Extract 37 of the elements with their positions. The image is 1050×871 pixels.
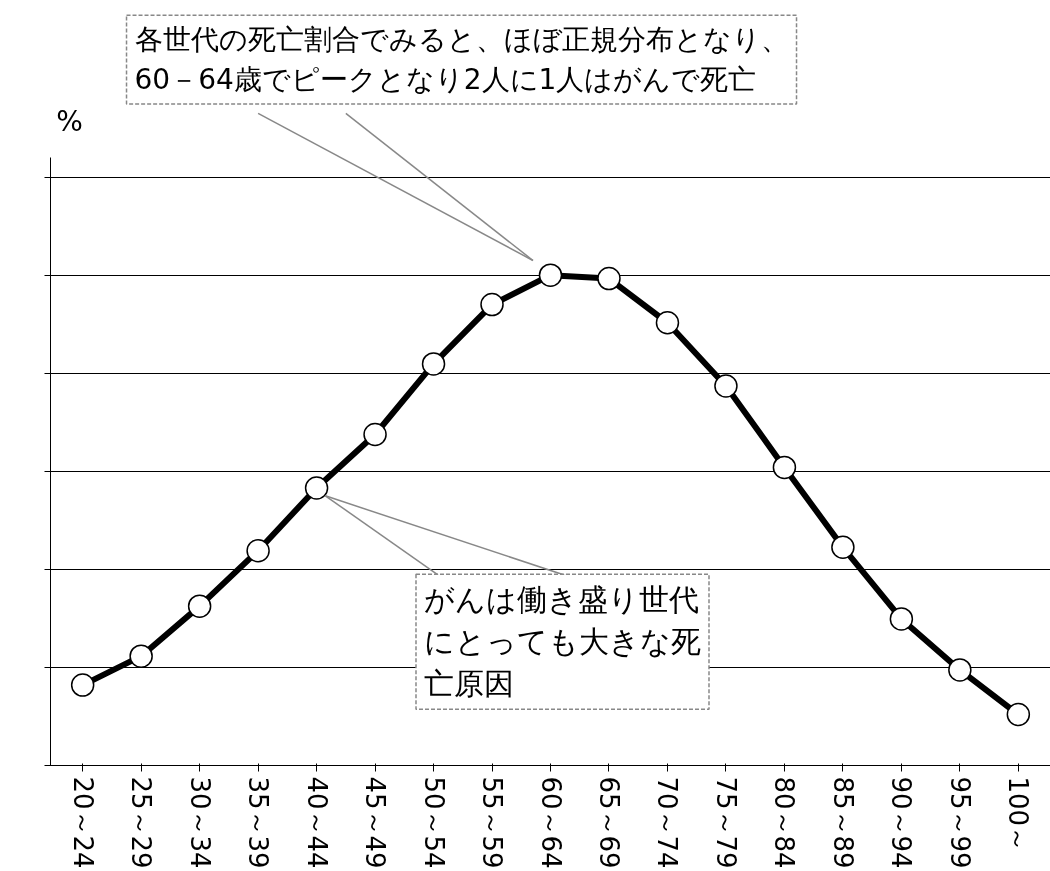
x-tick-label: 85～89 (827, 776, 858, 869)
point (129, 644, 153, 668)
point (772, 455, 797, 480)
x-tick-label: 55～59 (477, 776, 508, 869)
annotation: がんは働き盛り世代にとっても大きな死亡原因 (424, 582, 701, 702)
point (538, 263, 563, 287)
point (889, 607, 914, 631)
point (831, 535, 855, 560)
x-tick-label: 65～69 (593, 776, 624, 869)
y-axis-title: % (56, 104, 83, 138)
x-tick-label: 100～ (1003, 776, 1034, 853)
x-tick-label: 40～44 (301, 776, 332, 869)
x-tick-label: 90～94 (886, 776, 917, 869)
x-tick-label: 75～79 (710, 776, 741, 869)
point (948, 658, 972, 682)
x-tick-label: 80～84 (769, 776, 800, 869)
point (421, 352, 446, 376)
x-tick-label: 70～74 (652, 776, 683, 869)
point (363, 422, 387, 447)
text: 各世代の死亡割合でみると、ほぼ正規分布となり、60－64歳でピークとなり2人に1人はがんで死亡 (134, 23, 789, 96)
x-tick-label: 30～34 (184, 776, 215, 869)
point (655, 311, 680, 335)
point (246, 539, 270, 563)
point (480, 292, 504, 317)
x-tick-label: 50～54 (418, 776, 449, 869)
x-tick-label: 25～29 (126, 776, 157, 869)
point (304, 476, 329, 500)
point (1006, 702, 1031, 727)
point (187, 594, 212, 618)
x-tick-label: 20～24 (67, 776, 98, 869)
x-tick-label: 95～99 (944, 776, 975, 869)
point (597, 266, 621, 291)
x-tick-label: 45～49 (360, 776, 391, 869)
point (70, 673, 95, 697)
x-tick-label: 60～64 (535, 776, 566, 869)
x-tick-label: 35～39 (243, 776, 274, 869)
point (714, 374, 738, 398)
